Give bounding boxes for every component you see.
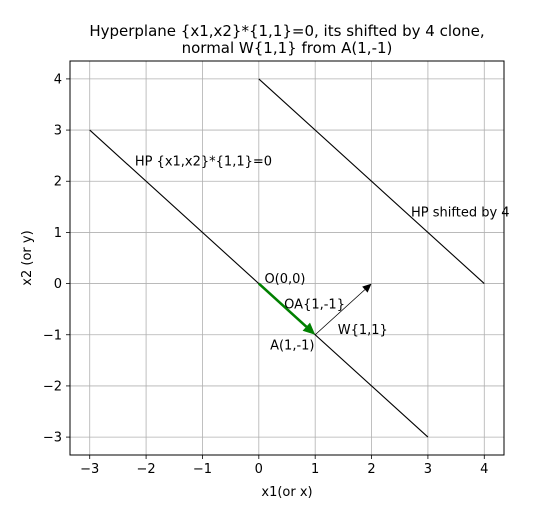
grid: [70, 61, 504, 455]
hp-shifted-line: [258, 78, 485, 284]
axis-ticks: −3 −2 −1 0 1 2 3 4 −3 −2 −1 0 1 2 3 4: [43, 72, 489, 477]
y-tick-label: −2: [43, 379, 62, 394]
w-arrow-head: [362, 283, 372, 293]
y-tick-label: −1: [43, 328, 62, 343]
x-tick-label: −2: [137, 462, 156, 477]
plot-frame: [69, 60, 505, 456]
x-tick-label: 4: [480, 462, 488, 477]
x-tick-label: 0: [255, 462, 263, 477]
annotations: HP {x1,x2}*{1,1}=0 HP shifted by 4 O(0,0) O…: [135, 154, 510, 353]
annotation-label: OA{1,-1}: [284, 298, 345, 313]
oa-arrow-head: [302, 322, 316, 335]
annotation-label: O(0,0): [264, 272, 305, 287]
oa-vector: [257, 282, 308, 328]
y-tick-label: 4: [54, 72, 62, 87]
x-tick-label: 2: [367, 462, 375, 477]
y-tick-label: 3: [54, 124, 62, 139]
x-tick-label: −1: [193, 462, 212, 477]
annotation-label: W{1,1}: [338, 323, 388, 338]
annotation-label: HP shifted by 4: [411, 205, 510, 220]
plot-area: [89, 78, 485, 438]
x-axis-label: x1(or x): [261, 485, 312, 500]
x-tick-label: 3: [424, 462, 432, 477]
y-tick-label: −3: [43, 431, 62, 446]
y-tick-label: 2: [54, 175, 62, 190]
w-vector: [314, 289, 366, 336]
y-tick-label: 0: [54, 277, 62, 292]
y-axis-label: x2 (or y): [20, 230, 35, 285]
annotation-label: A(1,-1): [270, 338, 314, 353]
x-tick-label: 1: [311, 462, 319, 477]
chart-title-line-2: normal W{1,1} from A(1,-1): [182, 39, 393, 57]
annotation-label: HP {x1,x2}*{1,1}=0: [135, 154, 272, 169]
chart-title-line-1: Hyperplane {x1,x2}*{1,1}=0, its shifted …: [89, 22, 484, 40]
x-tick-label: −3: [80, 462, 99, 477]
y-tick-label: 1: [54, 226, 62, 241]
